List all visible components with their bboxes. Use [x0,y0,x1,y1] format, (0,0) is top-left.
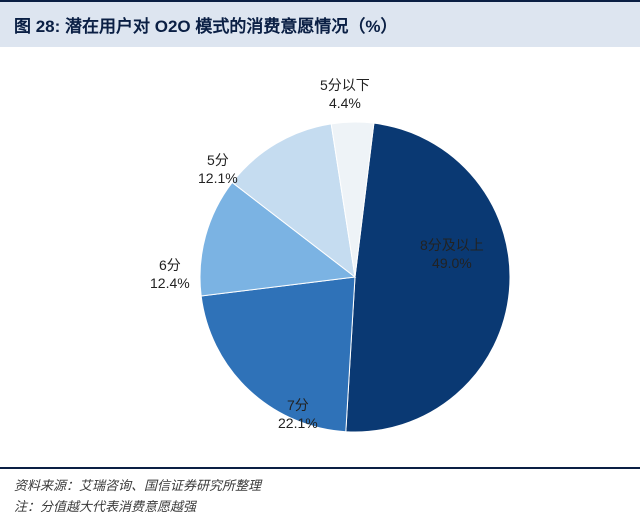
slice-label-value: 4.4% [320,95,370,113]
slice-label-name: 6分 [150,257,190,275]
slice-label: 6分12.4% [150,257,190,292]
pie-chart: 8分及以上49.0% 7分22.1% 6分12.4% 5分12.1% 5分以下4.4% [0,47,640,467]
figure-number: 图 28: [14,17,60,36]
slice-label-value: 22.1% [278,415,318,433]
figure-header: 图 28: 潜在用户对 O2O 模式的消费意愿情况（%） [0,0,640,47]
note-line: 注：分值越大代表消费意愿越强 [14,496,626,515]
slice-label-value: 49.0% [420,255,484,273]
slice-label-value: 12.1% [198,170,238,188]
slice-label-name: 5分 [198,152,238,170]
figure-title: 潜在用户对 O2O 模式的消费意愿情况（%） [65,17,397,36]
slice-label: 5分12.1% [198,152,238,187]
slice-label-value: 12.4% [150,275,190,293]
pie-slice [346,123,510,432]
slice-label: 8分及以上49.0% [420,237,484,272]
slice-label-name: 8分及以上 [420,237,484,255]
slice-label-name: 7分 [278,397,318,415]
slice-label: 5分以下4.4% [320,77,370,112]
figure-footer: 资料来源：艾瑞咨询、国信证券研究所整理 注：分值越大代表消费意愿越强 [0,467,640,515]
slice-label-name: 5分以下 [320,77,370,95]
source-line: 资料来源：艾瑞咨询、国信证券研究所整理 [14,475,626,494]
slice-label: 7分22.1% [278,397,318,432]
